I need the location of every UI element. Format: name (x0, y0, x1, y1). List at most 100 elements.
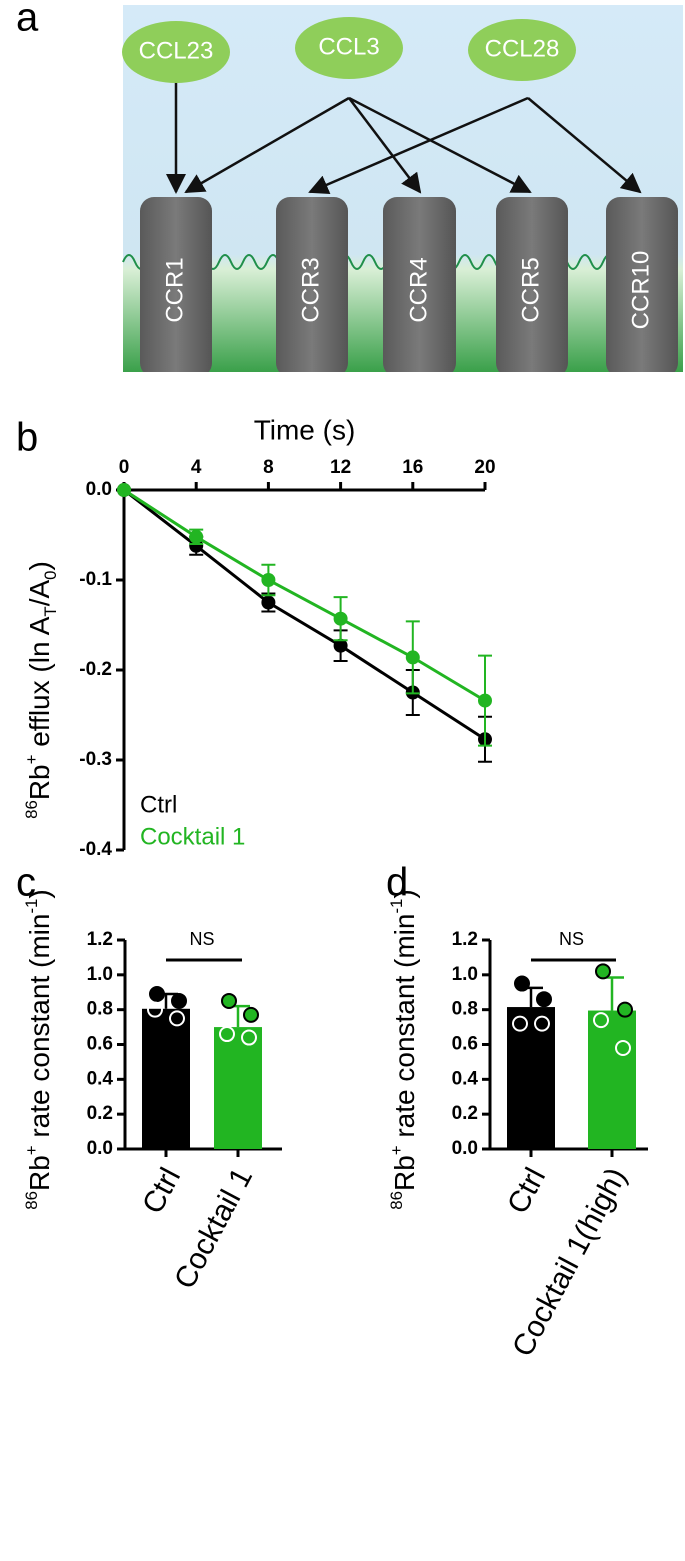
data-point (595, 963, 611, 980)
data-point (117, 483, 131, 497)
chart-title: Time (s) (254, 414, 356, 445)
y-tick-label: 0.8 (87, 999, 113, 1020)
y-tick-label: -0.1 (79, 569, 112, 590)
y-axis-label-part: T (41, 606, 60, 616)
panel-label: d (386, 861, 408, 905)
ligand (295, 17, 403, 79)
y-axis-label-part: -1 (387, 899, 406, 914)
y-tick-label: 0.0 (452, 1138, 478, 1159)
receptor-label: CCR10 (627, 251, 654, 330)
y-tick-label: -0.2 (79, 659, 112, 680)
data-point (478, 693, 492, 708)
data-point (512, 1015, 528, 1032)
receptor-label: CCR1 (161, 257, 188, 322)
significance-label: NS (559, 929, 584, 949)
data-point (219, 1026, 235, 1043)
panel-label: c (16, 861, 36, 905)
x-tick-label: 16 (402, 457, 423, 478)
series-line (123, 488, 486, 741)
ligand (122, 21, 230, 83)
receptor (383, 197, 456, 377)
data-point (171, 992, 187, 1009)
y-axis-label-part: ) (389, 889, 420, 898)
y-tick-label: 0.6 (87, 1034, 113, 1055)
panel-label: b (16, 416, 38, 460)
y-axis-label-part: rate constant (min (24, 914, 55, 1146)
data-point (261, 573, 276, 587)
panel-label: a (16, 0, 39, 40)
y-tick-label: 1.2 (87, 929, 113, 950)
y-tick-label: 0.6 (452, 1034, 478, 1055)
y-axis-label-part: Rb (24, 1155, 55, 1191)
ligand-label: CCL3 (318, 33, 379, 60)
y-axis-label-part: 86 (387, 1191, 406, 1210)
receptor-label: CCR3 (297, 257, 324, 322)
bar (588, 1010, 636, 1149)
x-tick-label: Ctrl (136, 1163, 187, 1220)
bar (507, 1007, 555, 1149)
significance-label: NS (189, 929, 214, 949)
data-point (241, 1029, 257, 1046)
y-axis-label: 86Rb+ rate constant (min-1) (22, 889, 55, 1209)
x-tick-label: 4 (191, 457, 202, 478)
y-tick-label: -0.3 (79, 749, 112, 770)
data-point (615, 1039, 631, 1056)
receptor-label: CCR4 (405, 257, 432, 322)
data-point (261, 595, 276, 610)
data-point (149, 985, 165, 1002)
data-point (147, 1001, 163, 1018)
ligand-label: CCL23 (139, 37, 214, 64)
ligand-label: CCL28 (485, 35, 560, 62)
data-point (536, 991, 552, 1008)
legend-label: Cocktail 1 (140, 823, 245, 850)
y-axis-label-part: efflux (ln A (24, 616, 55, 754)
bar (214, 1027, 262, 1149)
y-axis-label-part: -1 (22, 899, 41, 914)
y-tick-label: 0.0 (86, 479, 112, 500)
y-tick-label: 0.2 (87, 1103, 113, 1124)
data-point (333, 638, 348, 653)
data-point (243, 1006, 259, 1023)
y-tick-label: -0.4 (79, 839, 112, 860)
data-point (333, 611, 348, 626)
y-tick-label: 0.4 (87, 1068, 114, 1089)
y-axis-label-part: 0 (41, 570, 60, 579)
y-axis-label-part: /A (24, 580, 55, 607)
y-axis-label-part: Rb (389, 1155, 420, 1191)
arrows (166, 82, 642, 195)
ligand (468, 19, 576, 81)
y-axis-label-part: 86 (22, 800, 41, 819)
y-axis-label-part: 86 (22, 1191, 41, 1210)
y-axis-label-part: + (22, 1145, 41, 1155)
data-point (617, 1001, 633, 1018)
y-tick-label: 0.0 (87, 1138, 113, 1159)
data-point (405, 650, 420, 665)
y-axis-label-part: ) (24, 889, 55, 898)
y-axis-label-part: ) (24, 561, 55, 570)
x-tick-label: 20 (474, 457, 495, 478)
y-axis-label: 86Rb+ efflux (ln AT/A0) (22, 561, 60, 819)
receptor (496, 197, 568, 377)
x-tick-label: 12 (330, 457, 351, 478)
y-tick-label: 1.0 (452, 964, 478, 985)
data-point (221, 992, 237, 1009)
receptor (140, 197, 212, 377)
x-tick-label: 8 (263, 457, 274, 478)
y-tick-label: 0.4 (452, 1068, 479, 1089)
receptor (606, 197, 678, 377)
y-tick-label: 1.0 (87, 964, 113, 985)
diagram-clip (123, 372, 685, 382)
y-tick-label: 1.2 (452, 929, 478, 950)
y-tick-label: 0.8 (452, 999, 478, 1020)
y-axis-label-part: + (22, 755, 41, 765)
series-line (123, 488, 486, 702)
y-axis-label: 86Rb+ rate constant (min-1) (387, 889, 420, 1209)
bar (142, 1008, 190, 1149)
x-tick-label: Ctrl (501, 1163, 552, 1220)
data-point (593, 1012, 609, 1029)
receptor-label: CCR5 (517, 257, 544, 322)
y-axis-label-part: Rb (24, 764, 55, 800)
data-point (189, 529, 204, 544)
y-axis-label-part: + (387, 1145, 406, 1155)
data-point (514, 975, 530, 992)
